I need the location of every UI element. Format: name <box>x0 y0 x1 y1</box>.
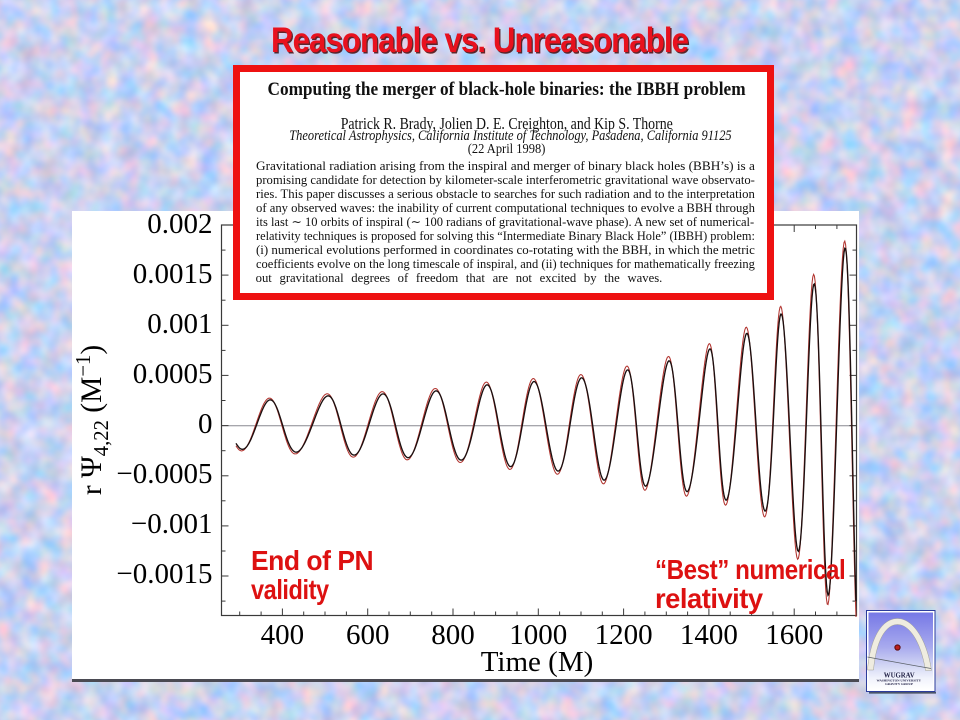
svg-text:GRAVITY GROUP: GRAVITY GROUP <box>885 681 913 685</box>
svg-text:WUGRAV: WUGRAV <box>884 672 915 679</box>
svg-text:WASHINGTON UNIVERSITY: WASHINGTON UNIVERSITY <box>877 678 922 682</box>
